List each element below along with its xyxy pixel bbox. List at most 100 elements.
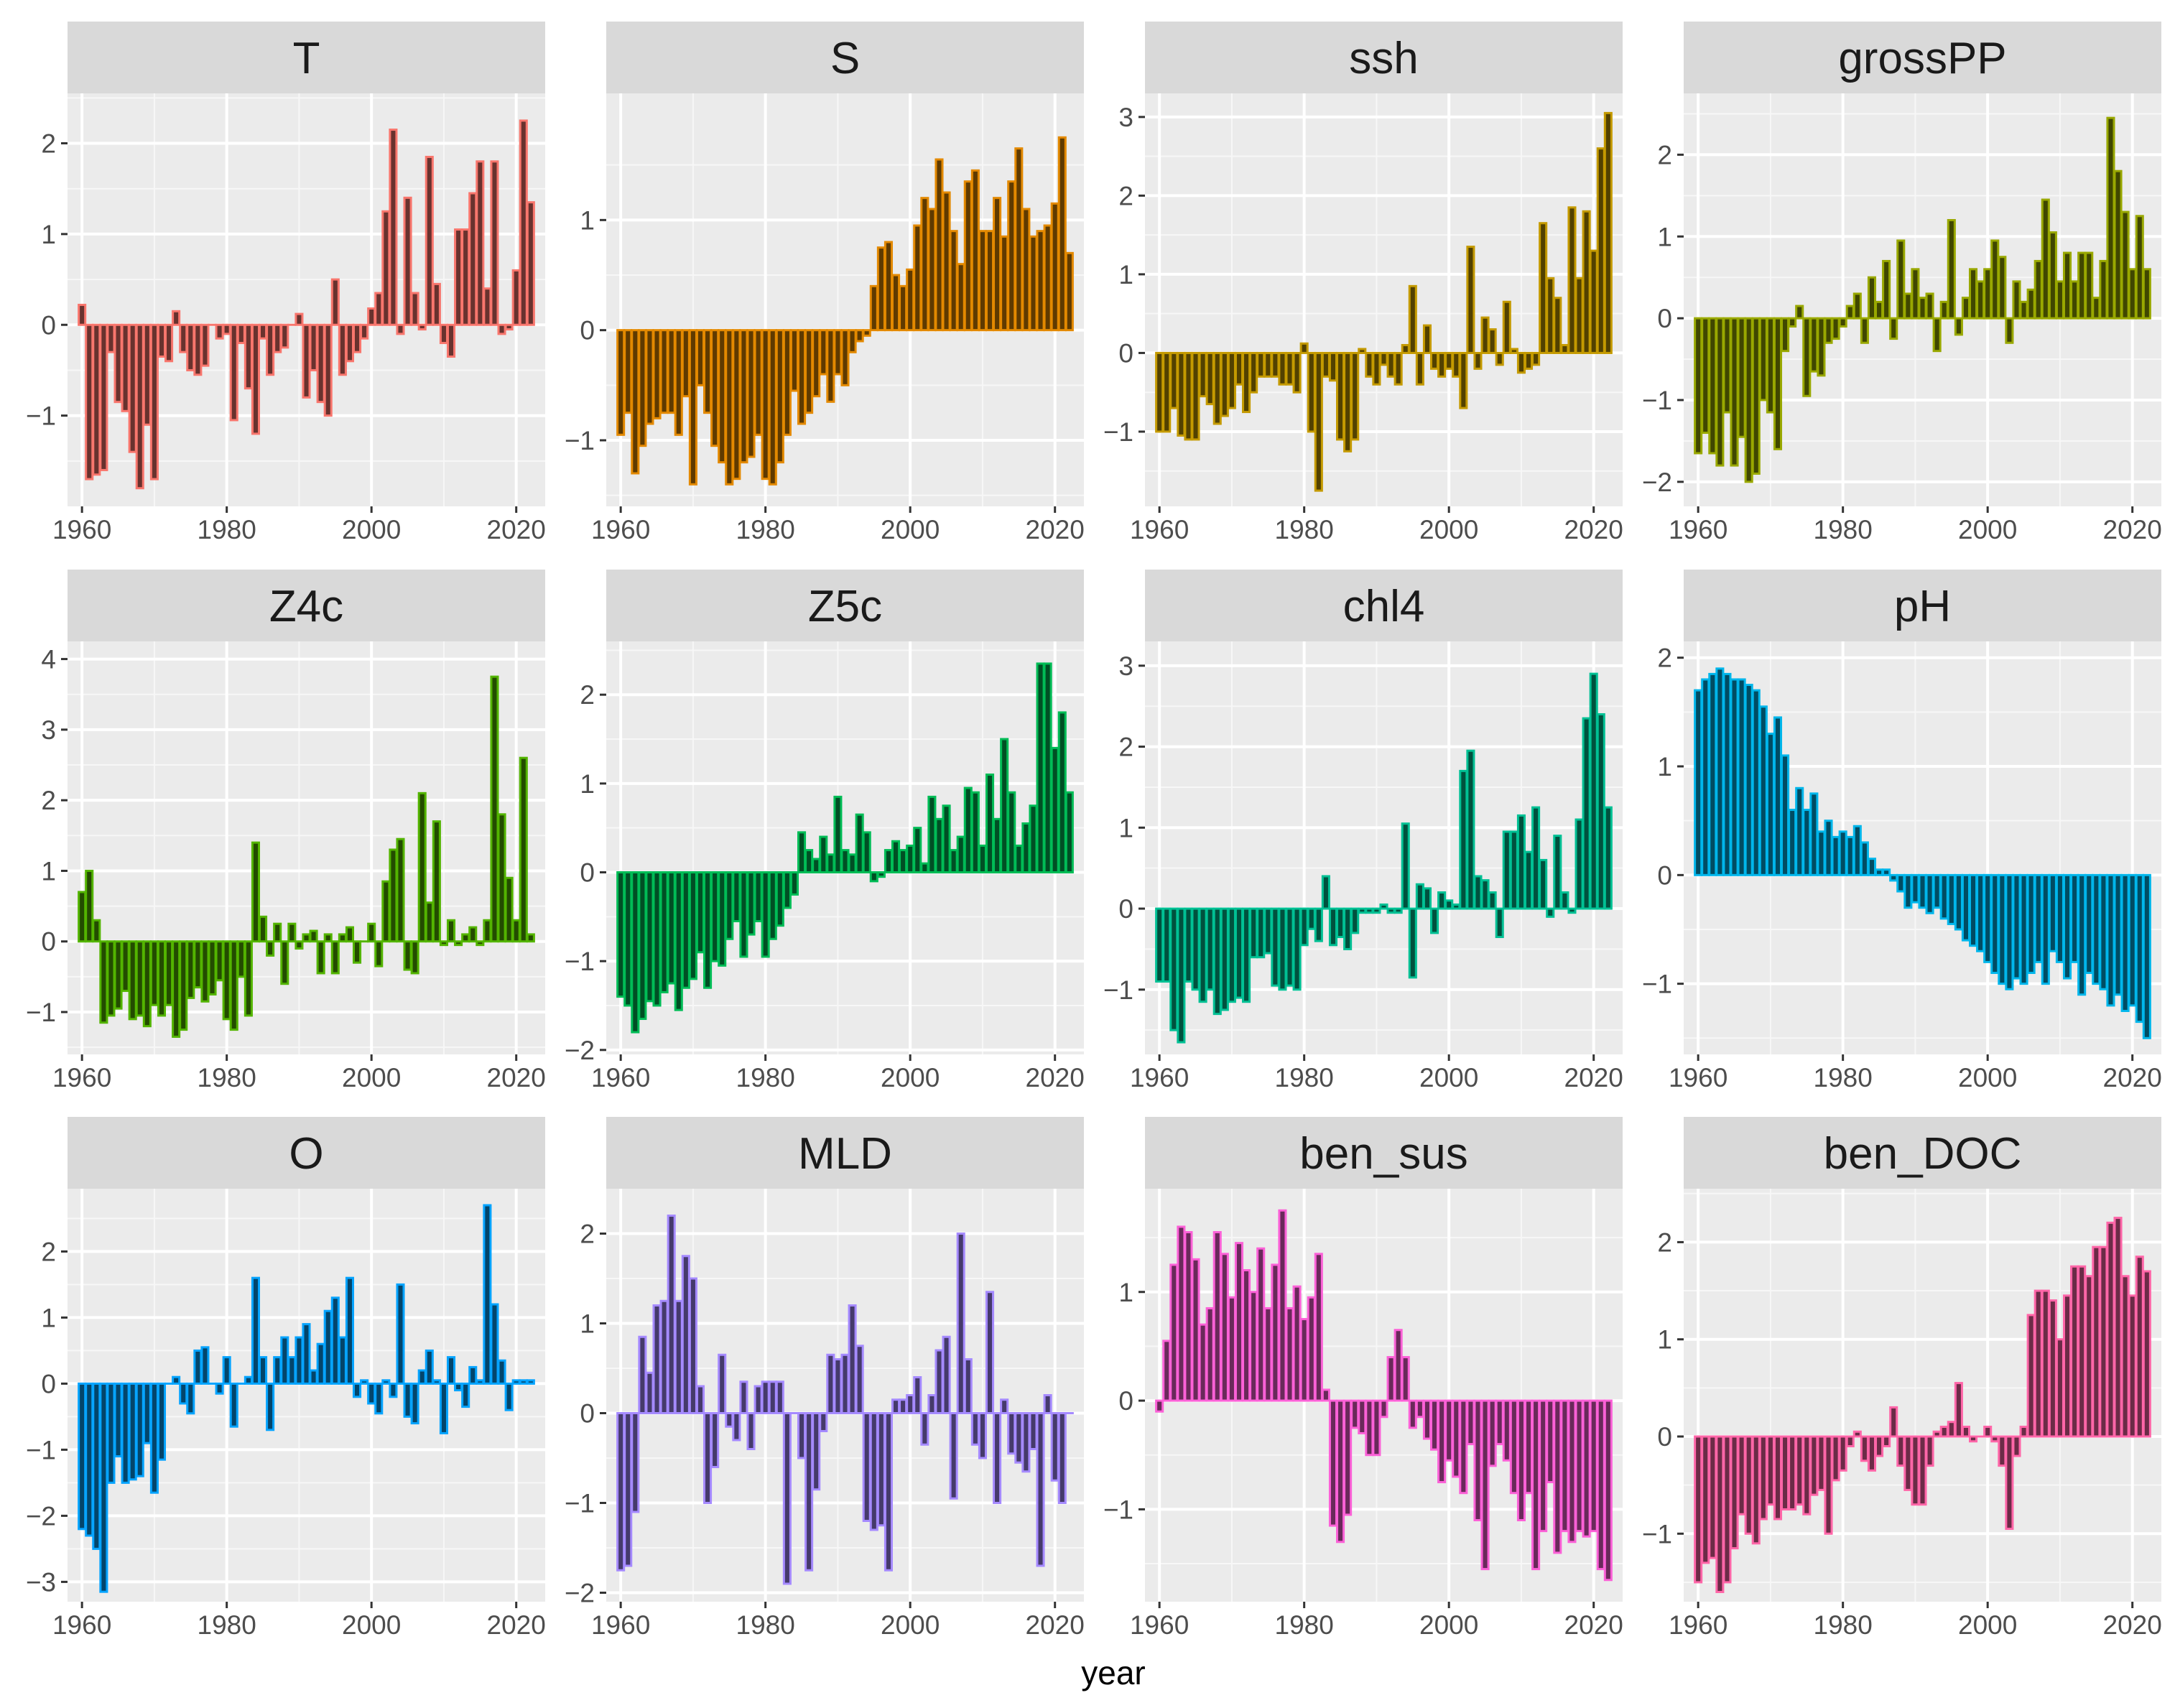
x-tick-label: 1960 [1130, 1610, 1189, 1640]
bar-mld-1970 [688, 1277, 697, 1414]
bar-s-1973 [710, 329, 720, 447]
bar-ssh-1973 [1249, 351, 1258, 394]
bar-ben-sus-1977 [1278, 1209, 1287, 1402]
bar-mld-2014 [1007, 1412, 1016, 1455]
x-tick-label: 1980 [198, 1610, 256, 1640]
bar-ben-sus-1995 [1408, 1399, 1417, 1429]
bar-o-2015 [476, 1379, 485, 1385]
bar-z4c-2010 [439, 940, 448, 947]
bar-ssh-1985 [1336, 351, 1345, 441]
bar-s-2002 [920, 197, 929, 332]
bar-ssh-1975 [1263, 351, 1273, 378]
bar-ph-1991 [1918, 873, 1927, 909]
bar-ben-sus-1978 [1285, 1306, 1294, 1402]
x-tick-label: 2020 [1026, 515, 1085, 544]
bar-s-2006 [949, 230, 958, 332]
bar-z5c-1988 [819, 835, 828, 874]
bar-ssh-1987 [1350, 351, 1360, 441]
bar-z4c-2021 [519, 756, 528, 943]
bar-ph-1982 [1852, 825, 1862, 876]
bar-grosspp-1976 [1809, 317, 1819, 373]
bar-t-1998 [352, 323, 362, 353]
bar-o-2000 [367, 1382, 376, 1405]
bar-mld-1965 [652, 1304, 662, 1414]
bar-s-2020 [1050, 202, 1059, 332]
bar-ben-sus-2018 [1575, 1399, 1584, 1533]
bar-ben-sus-1976 [1271, 1263, 1280, 1402]
bar-chl4-1968 [1212, 907, 1222, 1016]
bar-z4c-1985 [259, 915, 268, 943]
bar-s-2019 [1043, 224, 1052, 332]
bar-ben-doc-2017 [2106, 1221, 2115, 1438]
bar-grosspp-2005 [2019, 300, 2028, 320]
bar-grosspp-1986 [1882, 259, 1891, 320]
x-tick-label: 1980 [198, 515, 256, 544]
bar-ssh-1992 [1386, 351, 1396, 378]
bar-t-1975 [186, 323, 195, 371]
y-tick-label: 3 [1118, 103, 1133, 132]
bar-ben-doc-2001 [1990, 1435, 2000, 1443]
bar-grosspp-1970 [1766, 317, 1775, 414]
bar-ssh-2020 [1589, 249, 1598, 354]
bar-mld-1999 [899, 1398, 908, 1414]
x-tick-label: 2020 [1564, 1610, 1623, 1640]
bar-o-1988 [280, 1336, 289, 1385]
bar-chl4-2018 [1575, 818, 1584, 910]
bar-ben-sus-1985 [1336, 1399, 1345, 1544]
bar-mld-2000 [906, 1394, 915, 1414]
bar-grosspp-2021 [2135, 215, 2144, 320]
bar-z5c-2019 [1043, 662, 1052, 874]
x-tick-label: 1980 [198, 1063, 256, 1092]
bar-mld-2006 [949, 1412, 958, 1500]
bar-ssh-1968 [1212, 351, 1222, 425]
bar-z5c-1976 [732, 871, 741, 923]
bar-z5c-2015 [1014, 844, 1024, 874]
bar-ssh-2003 [1466, 246, 1475, 354]
bar-grosspp-1967 [1744, 317, 1753, 483]
bar-ben-doc-1976 [1809, 1435, 1819, 1496]
bar-ben-doc-1972 [1781, 1435, 1790, 1510]
x-tick-label: 2020 [1564, 1063, 1623, 1092]
strip-z4c [68, 570, 545, 641]
bar-z4c-1978 [208, 940, 217, 995]
bar-ph-1996 [1954, 873, 1963, 931]
bar-chl4-1975 [1263, 907, 1273, 955]
bar-ben-sus-1984 [1328, 1399, 1338, 1527]
x-tick-label: 1980 [736, 1063, 795, 1092]
strip-grosspp [1684, 22, 2161, 93]
bar-ben-doc-2011 [2062, 1294, 2072, 1438]
y-tick-label: 2 [580, 680, 595, 710]
bar-s-1994 [862, 329, 871, 337]
panel-ph: pH 1960 1980 2000 2020 −1 0 1 2 [1642, 570, 2162, 1092]
y-tick-label: 1 [1118, 260, 1133, 289]
bar-z4c-1972 [164, 940, 174, 1006]
y-tick-label: 2 [1657, 140, 1672, 170]
bar-ssh-1988 [1358, 348, 1367, 354]
bar-t-2019 [504, 323, 514, 331]
bar-z4c-1962 [92, 919, 101, 943]
bar-z4c-1993 [316, 940, 325, 975]
bar-grosspp-2009 [2048, 231, 2057, 320]
bar-s-1982 [775, 329, 784, 464]
x-tick-label: 2000 [1958, 515, 2017, 544]
bar-z4c-1984 [251, 841, 261, 943]
bar-t-1984 [251, 323, 261, 435]
bar-ssh-1961 [1162, 351, 1172, 433]
bar-z4c-1964 [106, 940, 116, 1017]
bar-mld-2010 [978, 1412, 987, 1459]
y-tick-label: −2 [565, 1579, 595, 1608]
bar-ph-1998 [1968, 873, 1978, 947]
bar-grosspp-2015 [2092, 297, 2101, 320]
bar-mld-2002 [920, 1412, 929, 1446]
bar-chl4-1987 [1350, 907, 1360, 934]
bar-t-2000 [367, 307, 376, 326]
bar-ben-doc-2014 [2084, 1275, 2094, 1438]
bar-z4c-1974 [179, 940, 188, 1031]
bar-z5c-1979 [753, 871, 763, 923]
bar-mld-1981 [768, 1380, 777, 1414]
panel-chl4: chl4 1960 1980 2000 2020 −1 0 1 2 3 [1103, 570, 1623, 1092]
bar-o-1974 [179, 1382, 188, 1405]
bar-chl4-2017 [1567, 907, 1577, 914]
bar-o-1961 [85, 1382, 94, 1537]
bar-ben-sus-2010 [1516, 1399, 1526, 1522]
